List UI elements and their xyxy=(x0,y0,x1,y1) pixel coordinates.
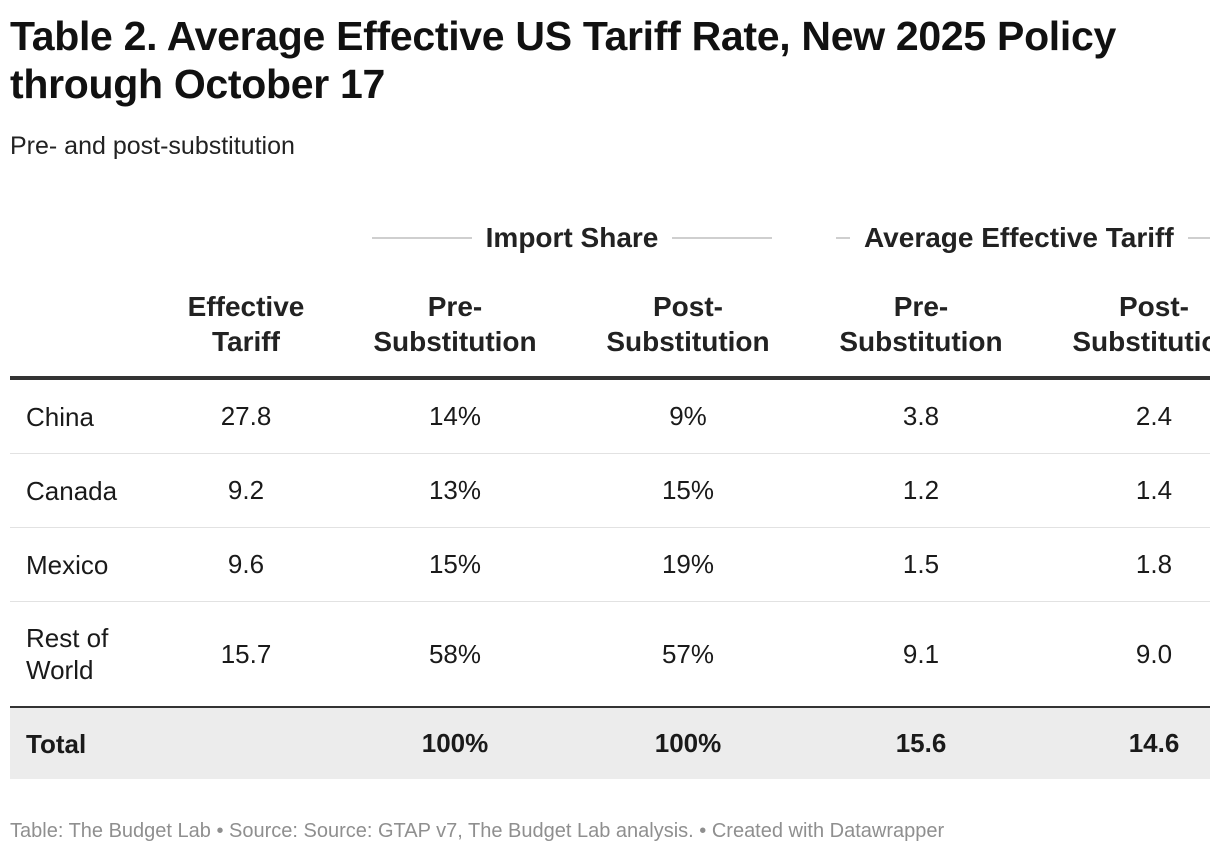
cell-country: Canada xyxy=(26,475,118,506)
group-label-import-share: Import Share xyxy=(485,222,659,253)
cell-avg-tariff-pre: 1.5 xyxy=(902,549,940,579)
cell-import-share-pre: 14% xyxy=(428,401,482,431)
cell-effective-tariff xyxy=(166,708,326,779)
cell-avg-tariff-post: 14.6 xyxy=(1128,728,1180,758)
column-header-label: Pre- Substitution xyxy=(839,291,1003,357)
cell-country: Rest of World xyxy=(26,623,109,685)
column-header-import-share-post: Post- Substitution xyxy=(573,288,803,360)
cell-import-share-pre: 15% xyxy=(428,549,482,579)
cell-effective-tariff: 9.6 xyxy=(227,549,265,579)
table-title: Table 2. Average Effective US Tariff Rat… xyxy=(10,13,1116,107)
column-header-label: Post- Substitution xyxy=(1072,291,1210,357)
group-rule-right xyxy=(1187,237,1210,239)
table-footer: Table: The Budget Lab • Source: Source: … xyxy=(10,820,945,842)
cell-import-share-pre: 13% xyxy=(428,475,482,505)
table-row: Rest of World 15.7 58% 57% 9.1 9.0 xyxy=(10,602,1210,706)
cell-import-share-post: 57% xyxy=(661,638,715,669)
cell-import-share-pre: 100% xyxy=(421,728,489,758)
cell-country: China xyxy=(26,401,94,432)
cell-country: Total xyxy=(26,728,87,759)
total-row: Total 100% 100% 15.6 14.6 xyxy=(10,708,1210,779)
table-row: China 27.8 14% 9% 3.8 2.4 xyxy=(10,380,1210,454)
column-header-label: Pre- Substitution xyxy=(373,291,537,357)
cell-avg-tariff-post: 1.4 xyxy=(1135,475,1173,505)
group-label-average-effective-tariff: Average Effective Tariff xyxy=(864,222,1174,253)
column-header-avg-tariff-post: Post- Substitution xyxy=(1039,288,1210,360)
cell-import-share-pre: 58% xyxy=(428,638,482,669)
column-header-import-share-pre: Pre- Substitution xyxy=(340,288,570,360)
column-header-label: Post- Substitution xyxy=(606,291,770,357)
cell-avg-tariff-post: 1.8 xyxy=(1135,549,1173,579)
cell-avg-tariff-post: 2.4 xyxy=(1135,401,1173,431)
column-header-avg-tariff-pre: Pre- Substitution xyxy=(806,288,1036,360)
group-header-import-share: Import Share xyxy=(372,220,773,256)
cell-avg-tariff-pre: 1.2 xyxy=(902,475,940,505)
tariff-table: Import Share Average Effective Tariff Ef… xyxy=(10,200,1210,780)
cell-import-share-post: 9% xyxy=(669,401,707,431)
group-rule-left xyxy=(836,237,850,239)
cell-effective-tariff: 27.8 xyxy=(220,401,272,431)
cell-import-share-post: 100% xyxy=(654,728,722,758)
column-header-effective-tariff: Effective Tariff xyxy=(187,291,305,357)
cell-avg-tariff-pre: 15.6 xyxy=(895,728,947,758)
group-rule-right xyxy=(672,237,773,239)
cell-effective-tariff: 9.2 xyxy=(227,475,265,505)
cell-avg-tariff-post: 9.0 xyxy=(1135,638,1173,669)
cell-country: Mexico xyxy=(26,549,109,580)
table-row: Mexico 9.6 15% 19% 1.5 1.8 xyxy=(10,528,1210,602)
cell-import-share-post: 15% xyxy=(661,475,715,505)
cell-avg-tariff-pre: 9.1 xyxy=(902,638,940,669)
table-subtitle: Pre- and post-substitution xyxy=(10,132,295,160)
cell-import-share-post: 19% xyxy=(661,549,715,579)
header-divider xyxy=(10,376,1210,380)
group-rule-left xyxy=(372,237,472,239)
total-divider xyxy=(10,706,1210,708)
group-header-average-effective-tariff: Average Effective Tariff xyxy=(836,220,1210,256)
table-row: Canada 9.2 13% 15% 1.2 1.4 xyxy=(10,454,1210,528)
cell-avg-tariff-pre: 3.8 xyxy=(902,401,940,431)
cell-effective-tariff: 15.7 xyxy=(220,638,272,669)
